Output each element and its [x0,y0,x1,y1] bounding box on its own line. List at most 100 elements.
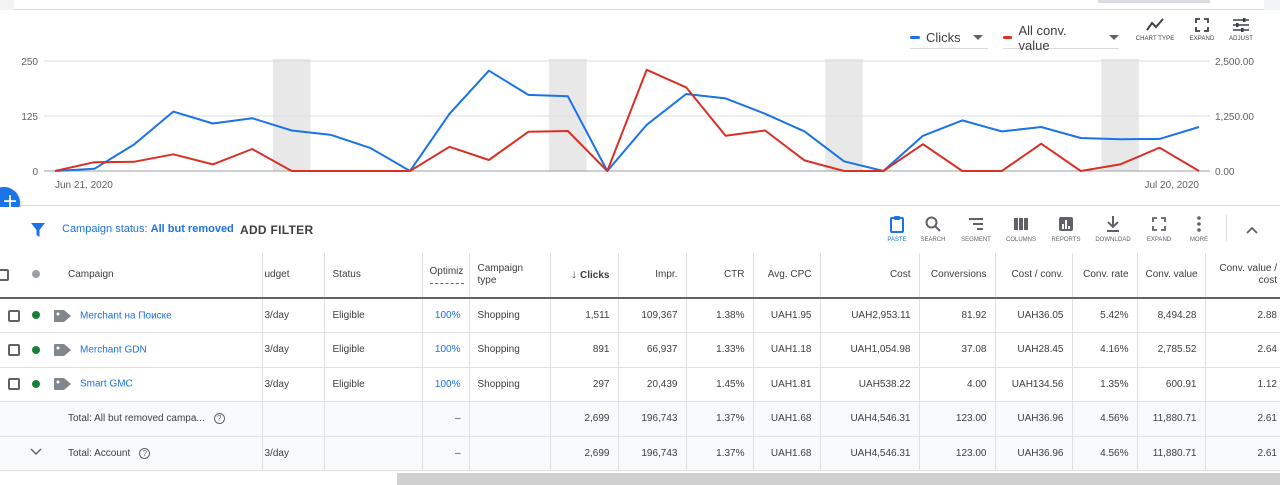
header-conv-value-cost[interactable]: Conv. value / cost [1205,253,1280,299]
more-button[interactable]: MORE [1176,215,1222,243]
total-label: Total: Account [68,447,131,459]
header-clicks-label: Clicks [580,270,610,281]
total-conv-value-cost-cell: 2.61 [1205,401,1280,437]
columns-button[interactable]: COLUMNS [998,215,1044,243]
campaign-name-link[interactable]: Smart GMC [80,378,133,390]
campaign-cell[interactable]: Merchant на Поиске [52,298,263,333]
impr-cell: 109,367 [618,298,687,333]
add-filter-button[interactable]: ADD FILTER [240,223,314,237]
impr-cell: 20,439 [618,367,687,402]
total-conv-rate-cell: 4.56% [1072,436,1138,471]
total-cost-cell: UAH4,546.31 [820,436,920,471]
header-conversions[interactable]: Conversions [919,253,996,299]
optimization-score-link[interactable]: 100% [434,310,461,321]
optimization-cell[interactable]: 100% [422,367,470,402]
row-checkbox[interactable] [8,343,20,356]
optimization-cell[interactable]: 100% [422,298,470,333]
optimization-score-link[interactable]: 100% [434,378,461,390]
table-row[interactable]: Smart GMC 3/day Eligible 100% Shopping 297 20,… [0,367,1280,402]
total-label: Total: All but removed campa... [68,413,205,425]
filter-prefix: Campaign status: [62,223,151,235]
header-budget[interactable]: udget [262,253,325,299]
header-conv-value[interactable]: Conv. value [1137,253,1206,299]
header-optimization[interactable]: Optimiz [422,253,470,299]
weekend-band [272,59,311,171]
help-icon[interactable]: ? [213,413,225,425]
toolbar-divider [1226,215,1227,241]
campaign-cell[interactable]: Smart GMC [52,367,263,402]
top-scroll-bar[interactable] [1098,0,1210,3]
ctr-cell: 1.33% [686,332,754,368]
ctr-cell: 1.38% [686,298,754,333]
total-expand-cell[interactable] [20,436,52,471]
total-conversions-cell: 123.00 [919,401,996,437]
conv-value-cell: 2,785.52 [1137,332,1206,368]
expand-table-button[interactable]: EXPAND [1136,215,1182,243]
total-clicks-cell: 2,699 [550,401,619,437]
paste-button[interactable]: PASTE [874,215,920,243]
header-campaign-type[interactable]: Campaign type [469,253,551,299]
chart-type-button[interactable]: CHART TYPE [1133,18,1177,42]
columns-label: COLUMNS [1005,237,1036,243]
campaign-type-cell: Shopping [469,298,551,333]
select-all-checkbox-cell[interactable] [0,253,20,299]
y-tick-left: 250 [21,57,38,68]
chevron-down-icon[interactable] [30,448,42,456]
chart-adjust-button[interactable]: ADJUST [1219,18,1263,42]
header-avg-cpc[interactable]: Avg. CPC [753,253,821,299]
reports-button[interactable]: REPORTS [1043,215,1089,243]
cost-conv-cell: UAH134.56 [995,367,1073,402]
header-cost[interactable]: Cost [820,253,920,299]
header-status[interactable]: Status [324,253,423,299]
select-all-checkbox[interactable] [0,268,9,281]
clicks-cell: 297 [550,367,619,402]
row-status-dot [20,298,52,333]
header-ctr[interactable]: CTR [686,253,754,299]
row-checkbox-cell[interactable] [0,332,20,368]
row-checkbox[interactable] [8,378,20,391]
cost-cell: UAH1,054.98 [820,332,920,368]
total-type-cell [469,436,551,471]
header-clicks[interactable]: ↓ Clicks [550,253,619,299]
chart-expand-button[interactable]: EXPAND [1180,18,1224,42]
total-ctr-cell: 1.37% [686,436,754,471]
row-checkbox[interactable] [8,309,20,322]
filter-icon[interactable] [31,223,45,237]
avg-cpc-cell: UAH1.18 [753,332,821,368]
total-impr-cell: 196,743 [618,401,687,437]
segment-button[interactable]: SEGMENT [953,215,999,243]
metric-select-conv-value[interactable]: All conv. value [1003,23,1119,53]
table-row[interactable]: Merchant на Поиске 3/day Eligible 100% Shopp… [0,298,1280,333]
row-checkbox-cell[interactable] [0,298,20,333]
campaign-status-filter[interactable]: Campaign status: All but removed [62,223,234,235]
campaign-name-link[interactable]: Merchant на Поиске [80,310,172,322]
horizontal-scrollbar[interactable] [397,473,1280,485]
enabled-dot-icon [32,345,40,354]
total-avg-cpc-cell: UAH1.68 [753,401,821,437]
row-checkbox-cell[interactable] [0,367,20,402]
optimization-cell[interactable]: 100% [422,332,470,368]
help-icon[interactable]: ? [139,447,151,459]
search-button[interactable]: SEARCH [910,215,956,243]
top-edge [0,0,1280,10]
campaign-name-link[interactable]: Merchant GDN [80,344,147,356]
header-campaign[interactable]: Campaign [52,253,263,299]
metric-select-clicks[interactable]: Clicks [910,27,988,49]
table-row[interactable]: Merchant GDN 3/day Eligible 100% Shopping 891… [0,332,1280,368]
download-button[interactable]: DOWNLOAD [1090,215,1136,243]
chevron-up-icon[interactable] [1246,226,1258,234]
header-impr[interactable]: Impr. [618,253,687,299]
campaign-cell[interactable]: Merchant GDN [52,332,263,368]
expand-icon [1195,18,1209,32]
reports-label: REPORTS [1051,237,1081,243]
table-header-row: Campaign udget Status Optimiz Campaign t… [0,253,1280,299]
segment-icon [969,218,983,230]
chevron-down-icon [972,35,983,40]
weekend-band [549,59,587,171]
header-conv-rate[interactable]: Conv. rate [1072,253,1138,299]
optimization-score-link[interactable]: 100% [434,344,461,356]
total-budget-cell: 3/day [262,436,325,471]
header-cost-per-conv[interactable]: Cost / conv. [995,253,1073,299]
y-tick-left: 0 [32,167,38,178]
search-label: SEARCH [920,237,946,243]
